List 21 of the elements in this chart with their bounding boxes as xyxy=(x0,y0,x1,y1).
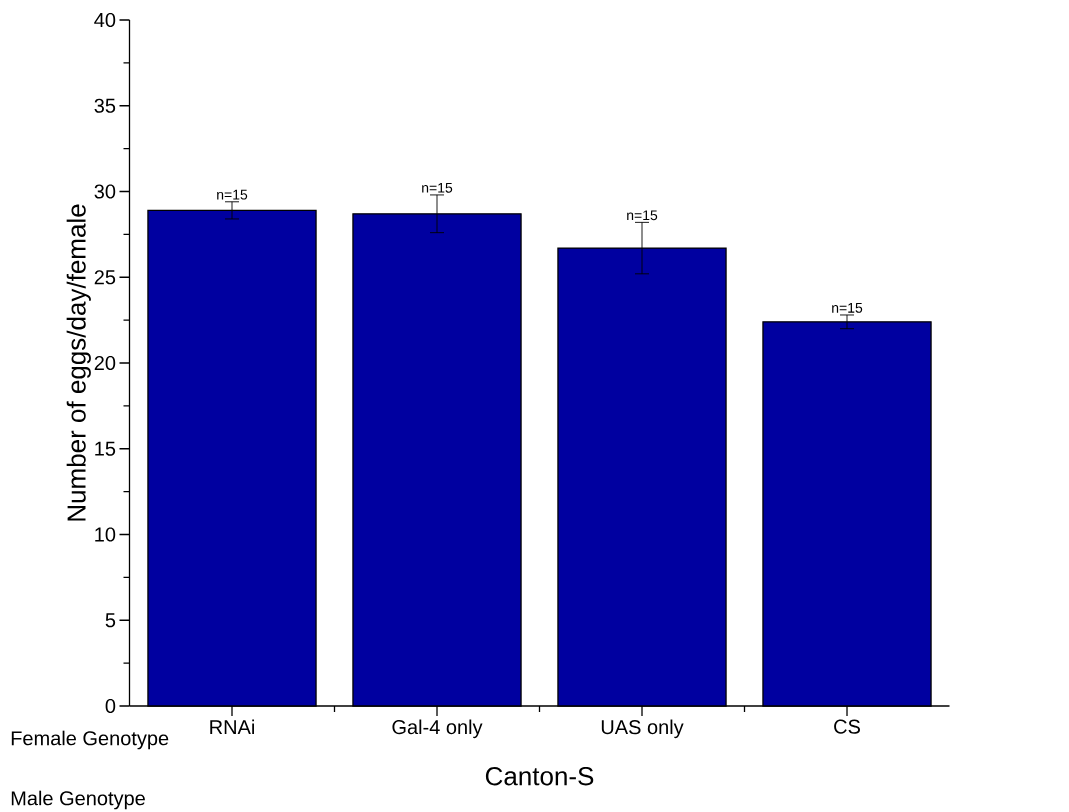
x-axis-title: Canton-S xyxy=(485,767,594,786)
y-tick-label: 0 xyxy=(105,698,116,714)
y-tick-label: 10 xyxy=(95,527,116,542)
annotation: n=15 xyxy=(627,210,658,221)
y-axis-title: Number of eggs/day/female xyxy=(66,204,91,521)
x-tick-label: RNAi xyxy=(210,719,254,735)
y-tick-label: 20 xyxy=(94,355,116,371)
annotation: n=15 xyxy=(422,182,453,193)
y-tick-label: 35 xyxy=(94,98,116,113)
annotation: n=15 xyxy=(832,303,863,313)
y-tick-label: 40 xyxy=(94,12,116,28)
y-tick-label: 25 xyxy=(94,270,116,285)
text: Female Genotype xyxy=(11,730,169,750)
x-tick-label: Gal-4 only xyxy=(392,719,483,739)
x-tick-label: CS xyxy=(834,719,860,734)
text: Male Genotype xyxy=(11,790,145,810)
y-tick-label: 15 xyxy=(95,441,116,456)
annotation: n=15 xyxy=(217,189,248,200)
x-tick-label: UAS only xyxy=(601,719,684,739)
y-tick-label: 5 xyxy=(105,613,116,628)
y-tick-label: 30 xyxy=(94,184,116,199)
